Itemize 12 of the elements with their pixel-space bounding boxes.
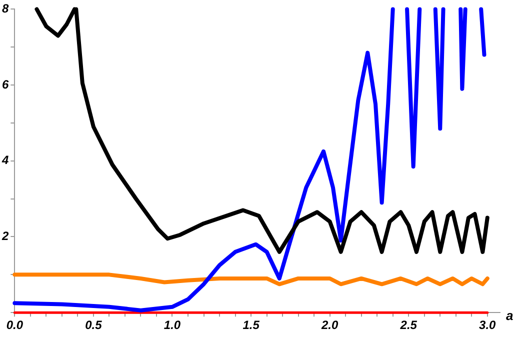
- x-tick-label: 2.0: [320, 318, 338, 332]
- x-tick-label: 0.5: [85, 318, 102, 332]
- x-axis-title: a: [506, 308, 514, 324]
- x-tick-label: 1.0: [164, 318, 181, 332]
- x-tick-label: 3.0: [479, 318, 496, 332]
- y-tick-label: 8: [2, 2, 9, 16]
- x-tick-label: 0.0: [6, 318, 24, 332]
- x-tick-label: 2.5: [399, 318, 418, 332]
- y-tick-label: 6: [2, 77, 9, 92]
- y-tick-label: 4: [0, 153, 9, 168]
- x-tick-label: 1.5: [242, 318, 260, 332]
- y-tick-label: 2: [0, 229, 9, 244]
